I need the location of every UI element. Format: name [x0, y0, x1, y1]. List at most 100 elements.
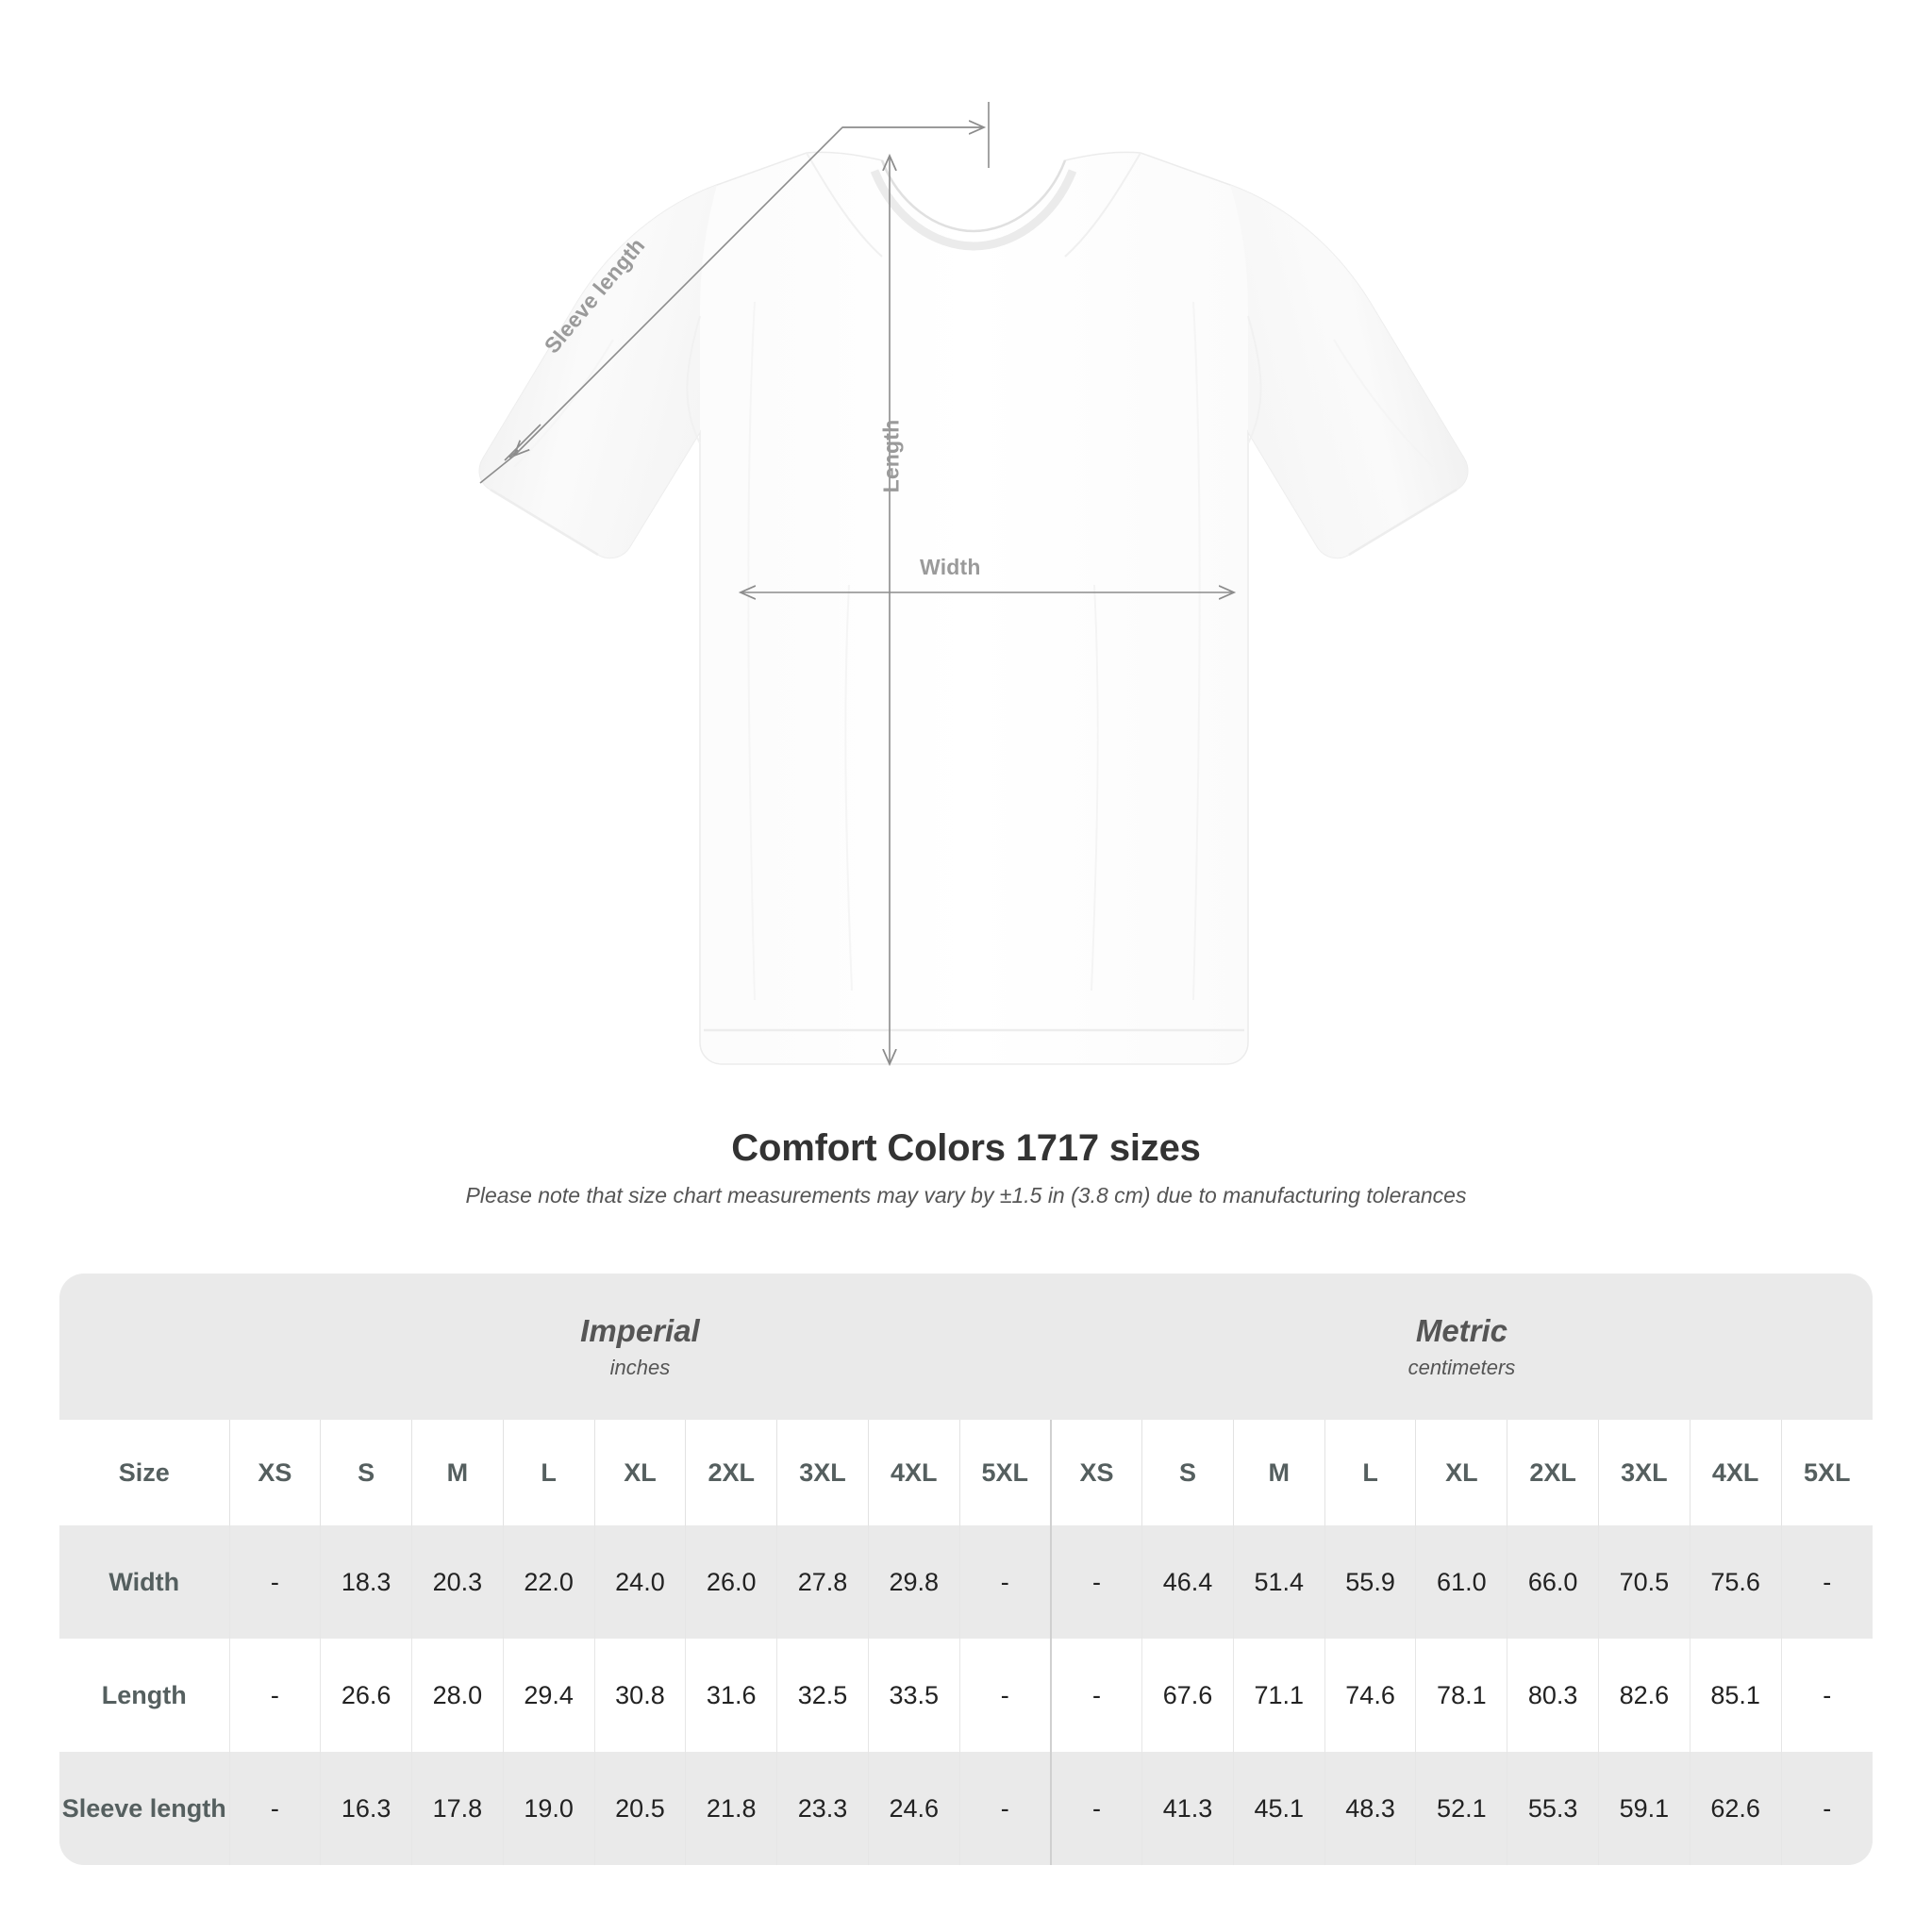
shirt-collar-band	[870, 169, 1077, 251]
table-size-header-row: Size XS S M L XL 2XL 3XL 4XL 5XL XS S M L XL 2XL 3XL 4XL 5…	[59, 1420, 1873, 1525]
cell-metric-sleeve-length-2xl: 55.3	[1507, 1752, 1599, 1865]
cell-imperial-sleeve-length-s: 16.3	[320, 1752, 412, 1865]
cell-imperial-length-2xl: 31.6	[685, 1639, 777, 1752]
cell-metric-sleeve-length-5xl: -	[1780, 1752, 1873, 1865]
cell-metric-length-4xl: 85.1	[1689, 1639, 1782, 1752]
row-label-length: Length	[59, 1639, 229, 1752]
cell-imperial-width-xl: 24.0	[593, 1525, 686, 1639]
column-header-imperial-4xl: 4XL	[867, 1420, 960, 1525]
table-unit-header-row: Imperial inches Metric centimeters	[59, 1274, 1873, 1420]
cell-metric-sleeve-length-3xl: 59.1	[1597, 1752, 1690, 1865]
table-row: Length -26.6 28.0 29.4 30.8 31.6 32.5 33.5- -67.…	[59, 1639, 1873, 1752]
column-header-metric-xl: XL	[1415, 1420, 1507, 1525]
cell-imperial-length-m: 28.0	[411, 1639, 504, 1752]
cell-metric-sleeve-length-l: 48.3	[1324, 1752, 1416, 1865]
shirt-shape	[478, 151, 1469, 1065]
column-header-metric-5xl: 5XL	[1780, 1420, 1873, 1525]
column-header-imperial-5xl: 5XL	[958, 1420, 1051, 1525]
column-header-imperial-2xl: 2XL	[685, 1420, 777, 1525]
cell-imperial-sleeve-length-xl: 20.5	[593, 1752, 686, 1865]
cell-metric-length-xs: -	[1049, 1639, 1142, 1752]
cell-imperial-sleeve-length-m: 17.8	[411, 1752, 504, 1865]
cell-imperial-length-5xl: -	[958, 1639, 1051, 1752]
tshirt-diagram: Sleeve length Length Width	[478, 102, 1469, 1113]
cell-imperial-width-2xl: 26.0	[685, 1525, 777, 1639]
cell-imperial-length-xs: -	[228, 1639, 321, 1752]
cell-metric-sleeve-length-xl: 52.1	[1415, 1752, 1507, 1865]
column-header-metric-3xl: 3XL	[1597, 1420, 1690, 1525]
cell-imperial-length-3xl: 32.5	[776, 1639, 869, 1752]
cell-imperial-width-s: 18.3	[320, 1525, 412, 1639]
cell-metric-width-xs: -	[1049, 1525, 1142, 1639]
column-header-metric-m: M	[1232, 1420, 1325, 1525]
cell-metric-length-s: 67.6	[1141, 1639, 1234, 1752]
table-row: Sleeve length -16.3 17.8 19.0 20.5 21.8 23.3 24…	[59, 1752, 1873, 1865]
cell-imperial-length-l: 29.4	[502, 1639, 595, 1752]
cell-imperial-sleeve-length-l: 19.0	[502, 1752, 595, 1865]
page-subtitle: Please note that size chart measurements…	[465, 1183, 1467, 1208]
shirt-sleeve-hem-right	[1348, 488, 1457, 557]
unit-header-imperial: Imperial inches	[229, 1274, 1051, 1420]
measurement-guides	[479, 102, 1234, 1064]
unit-header-metric-name: Metric	[1415, 1312, 1508, 1348]
cell-metric-width-5xl: -	[1780, 1525, 1873, 1639]
tshirt-illustration	[478, 102, 1469, 1113]
cell-metric-sleeve-length-s: 41.3	[1141, 1752, 1234, 1865]
unit-header-imperial-sub: inches	[609, 1356, 671, 1380]
cell-metric-width-s: 46.4	[1141, 1525, 1234, 1639]
unit-header-imperial-name: Imperial	[580, 1312, 700, 1348]
row-label-sleeve-length: Sleeve length	[59, 1752, 229, 1865]
shirt-armhole-left	[686, 315, 701, 444]
row-label-width: Width	[59, 1525, 229, 1639]
cell-imperial-length-s: 26.6	[320, 1639, 412, 1752]
column-header-size: Size	[59, 1420, 229, 1525]
cell-imperial-width-xs: -	[228, 1525, 321, 1639]
size-chart-table-container: Imperial inches Metric centimeters Size XS S M L…	[59, 1274, 1873, 1865]
cell-imperial-width-m: 20.3	[411, 1525, 504, 1639]
shirt-shoulder-seam-right	[1064, 152, 1141, 258]
unit-header-metric-sub: centimeters	[1407, 1356, 1516, 1380]
size-chart-table: Imperial inches Metric centimeters Size XS S M L…	[59, 1274, 1873, 1865]
cell-metric-width-4xl: 75.6	[1689, 1525, 1782, 1639]
column-header-metric-xs: XS	[1049, 1420, 1142, 1525]
page-title: Comfort Colors 1717 sizes	[731, 1127, 1201, 1169]
table-row: Width -18.3 20.3 22.0 24.0 26.0 27.8 29.8- -46.4…	[59, 1525, 1873, 1639]
cell-imperial-width-l: 22.0	[502, 1525, 595, 1639]
shirt-sleeve-right	[1230, 185, 1468, 558]
cell-imperial-sleeve-length-2xl: 21.8	[685, 1752, 777, 1865]
shirt-shoulder-seam-left	[806, 152, 883, 258]
cell-metric-length-5xl: -	[1780, 1639, 1873, 1752]
cell-metric-width-l: 55.9	[1324, 1525, 1416, 1639]
column-header-imperial-xs: XS	[228, 1420, 321, 1525]
column-header-imperial-m: M	[411, 1420, 504, 1525]
shirt-fabric-folds	[513, 301, 1434, 1001]
cell-imperial-width-4xl: 29.8	[867, 1525, 960, 1639]
cell-imperial-width-3xl: 27.8	[776, 1525, 869, 1639]
column-header-metric-4xl: 4XL	[1689, 1420, 1782, 1525]
unit-header-metric: Metric centimeters	[1050, 1274, 1873, 1420]
cell-metric-length-2xl: 80.3	[1507, 1639, 1599, 1752]
column-header-imperial-l: L	[502, 1420, 595, 1525]
column-header-imperial-3xl: 3XL	[776, 1420, 869, 1525]
shirt-sleeve-hem-left	[490, 488, 599, 557]
cell-metric-sleeve-length-xs: -	[1049, 1752, 1142, 1865]
cell-metric-length-3xl: 82.6	[1597, 1639, 1690, 1752]
cell-metric-length-xl: 78.1	[1415, 1639, 1507, 1752]
cell-imperial-width-5xl: -	[958, 1525, 1051, 1639]
shirt-armhole-right	[1247, 315, 1262, 444]
cell-imperial-sleeve-length-xs: -	[228, 1752, 321, 1865]
sleeve-length-guide-tail	[479, 455, 515, 484]
column-header-metric-2xl: 2XL	[1507, 1420, 1599, 1525]
cell-metric-length-m: 71.1	[1232, 1639, 1325, 1752]
cell-imperial-length-xl: 30.8	[593, 1639, 686, 1752]
column-header-metric-s: S	[1141, 1420, 1234, 1525]
cell-imperial-sleeve-length-4xl: 24.6	[867, 1752, 960, 1865]
width-label: Width	[920, 555, 981, 579]
column-header-imperial-xl: XL	[593, 1420, 686, 1525]
cell-metric-width-2xl: 66.0	[1507, 1525, 1599, 1639]
length-label: Length	[878, 419, 904, 493]
shirt-neckline	[880, 159, 1067, 233]
cell-imperial-sleeve-length-3xl: 23.3	[776, 1752, 869, 1865]
column-header-imperial-s: S	[320, 1420, 412, 1525]
title-block: Comfort Colors 1717 sizes Please note th…	[0, 1127, 1932, 1208]
